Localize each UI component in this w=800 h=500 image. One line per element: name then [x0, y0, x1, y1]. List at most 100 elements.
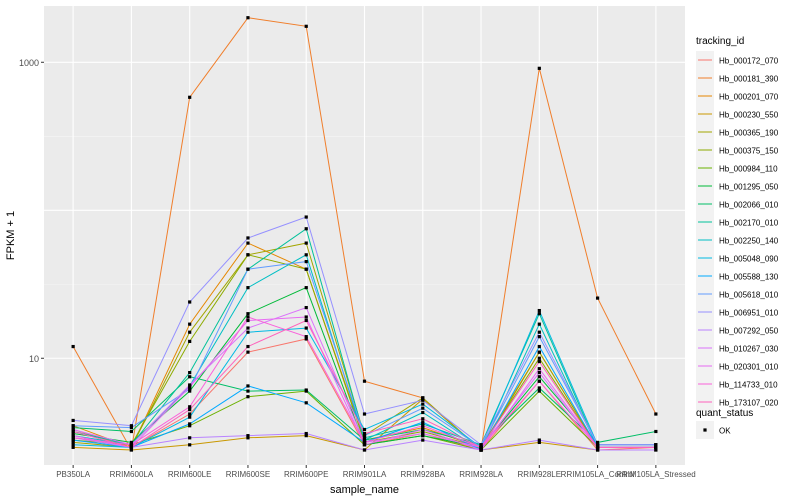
- data-point: [595, 448, 600, 452]
- data-point: [654, 429, 658, 434]
- data-point: [304, 227, 308, 231]
- data-point: [362, 436, 367, 440]
- x-tick-label: RRIM928BA: [401, 470, 446, 479]
- data-point: [537, 438, 541, 442]
- data-point: [246, 16, 250, 20]
- x-tick-label: RRIM600PE: [284, 470, 328, 479]
- data-point: [304, 431, 308, 436]
- y-tick-label: 1000: [19, 58, 39, 68]
- legend-label: Hb_002250_140: [719, 237, 779, 246]
- data-point: [537, 322, 541, 326]
- data-point: [362, 412, 367, 416]
- data-point: [537, 386, 541, 390]
- data-point: [246, 344, 250, 349]
- data-point: [304, 24, 308, 28]
- data-point: [421, 410, 425, 415]
- data-point: [246, 350, 250, 354]
- data-point: [246, 236, 250, 240]
- shape-legend-point: [703, 428, 707, 432]
- data-point: [71, 436, 75, 440]
- legend-label: Hb_000230_550: [719, 111, 779, 120]
- data-point: [188, 330, 192, 334]
- y-tick-label: 10: [29, 354, 39, 364]
- legend-label: Hb_000984_110: [719, 165, 778, 174]
- data-point: [421, 406, 425, 410]
- data-point: [479, 445, 483, 449]
- data-point: [654, 443, 658, 447]
- data-point: [188, 383, 192, 387]
- series-points: [71, 16, 658, 452]
- data-point: [71, 418, 75, 423]
- data-point: [188, 95, 192, 99]
- x-tick-label: RRIM901LA: [343, 470, 387, 479]
- data-point: [188, 407, 192, 412]
- data-point: [246, 312, 250, 316]
- data-point: [188, 375, 192, 379]
- data-point: [71, 427, 75, 432]
- data-point: [246, 395, 250, 399]
- data-point: [304, 388, 308, 392]
- data-point: [188, 415, 192, 419]
- data-point: [188, 371, 192, 375]
- data-point: [362, 379, 367, 383]
- data-point: [479, 448, 483, 452]
- data-point: [537, 375, 541, 379]
- data-point: [362, 431, 367, 436]
- data-point: [362, 438, 367, 442]
- legend-label: Hb_002170_010: [719, 219, 779, 228]
- legend-label: Hb_000172_070: [719, 57, 779, 66]
- data-point: [129, 443, 134, 447]
- data-point: [304, 215, 308, 219]
- data-point: [246, 286, 250, 290]
- data-point: [71, 344, 75, 349]
- data-point: [188, 412, 192, 416]
- data-point: [129, 429, 134, 434]
- data-point: [537, 356, 541, 360]
- data-point: [537, 389, 541, 393]
- data-point: [304, 326, 308, 330]
- data-point: [71, 431, 75, 436]
- data-point: [362, 440, 367, 445]
- data-point: [304, 315, 308, 319]
- legend-label: Hb_020301_010: [719, 363, 779, 372]
- legend-label: Hb_002066_010: [719, 201, 779, 210]
- data-point: [421, 398, 425, 402]
- data-point: [537, 312, 541, 316]
- data-point: [246, 267, 250, 271]
- legend-label: Hb_000181_390: [719, 75, 779, 84]
- data-point: [304, 337, 308, 341]
- data-point: [246, 318, 250, 323]
- data-point: [479, 443, 483, 447]
- data-point: [654, 412, 658, 416]
- legend-label: Hb_007292_050: [719, 327, 779, 336]
- data-point: [595, 440, 600, 445]
- x-tick-label: RRIM600LE: [168, 470, 212, 479]
- data-point: [362, 443, 367, 447]
- legend-label: Hb_006951_010: [719, 309, 779, 318]
- data-point: [421, 420, 425, 424]
- data-point: [421, 422, 425, 426]
- data-point: [537, 440, 541, 445]
- x-axis-title: sample_name: [330, 484, 399, 496]
- data-point: [421, 425, 425, 430]
- x-tick-label: RRIM105LA_Control: [561, 470, 635, 479]
- data-point: [421, 424, 425, 428]
- data-point: [246, 315, 250, 319]
- data-point: [188, 300, 192, 304]
- data-point: [595, 445, 600, 449]
- data-point: [304, 318, 308, 323]
- data-point: [537, 308, 541, 313]
- legend: tracking_id Hb_000172_070 Hb_000181_390 Hb_…: [696, 36, 779, 439]
- data-point: [537, 371, 541, 375]
- data-point: [129, 425, 134, 430]
- data-point: [421, 402, 425, 406]
- x-tick-label: RRIM105LA_Stressed: [616, 470, 696, 479]
- data-point: [71, 440, 75, 445]
- data-point: [537, 379, 541, 383]
- data-point: [246, 241, 250, 245]
- data-point: [421, 427, 425, 432]
- x-tick-label: PB350LA: [56, 470, 90, 479]
- data-point: [654, 445, 658, 449]
- data-point: [188, 424, 192, 428]
- shape-legend-label: OK: [719, 427, 731, 436]
